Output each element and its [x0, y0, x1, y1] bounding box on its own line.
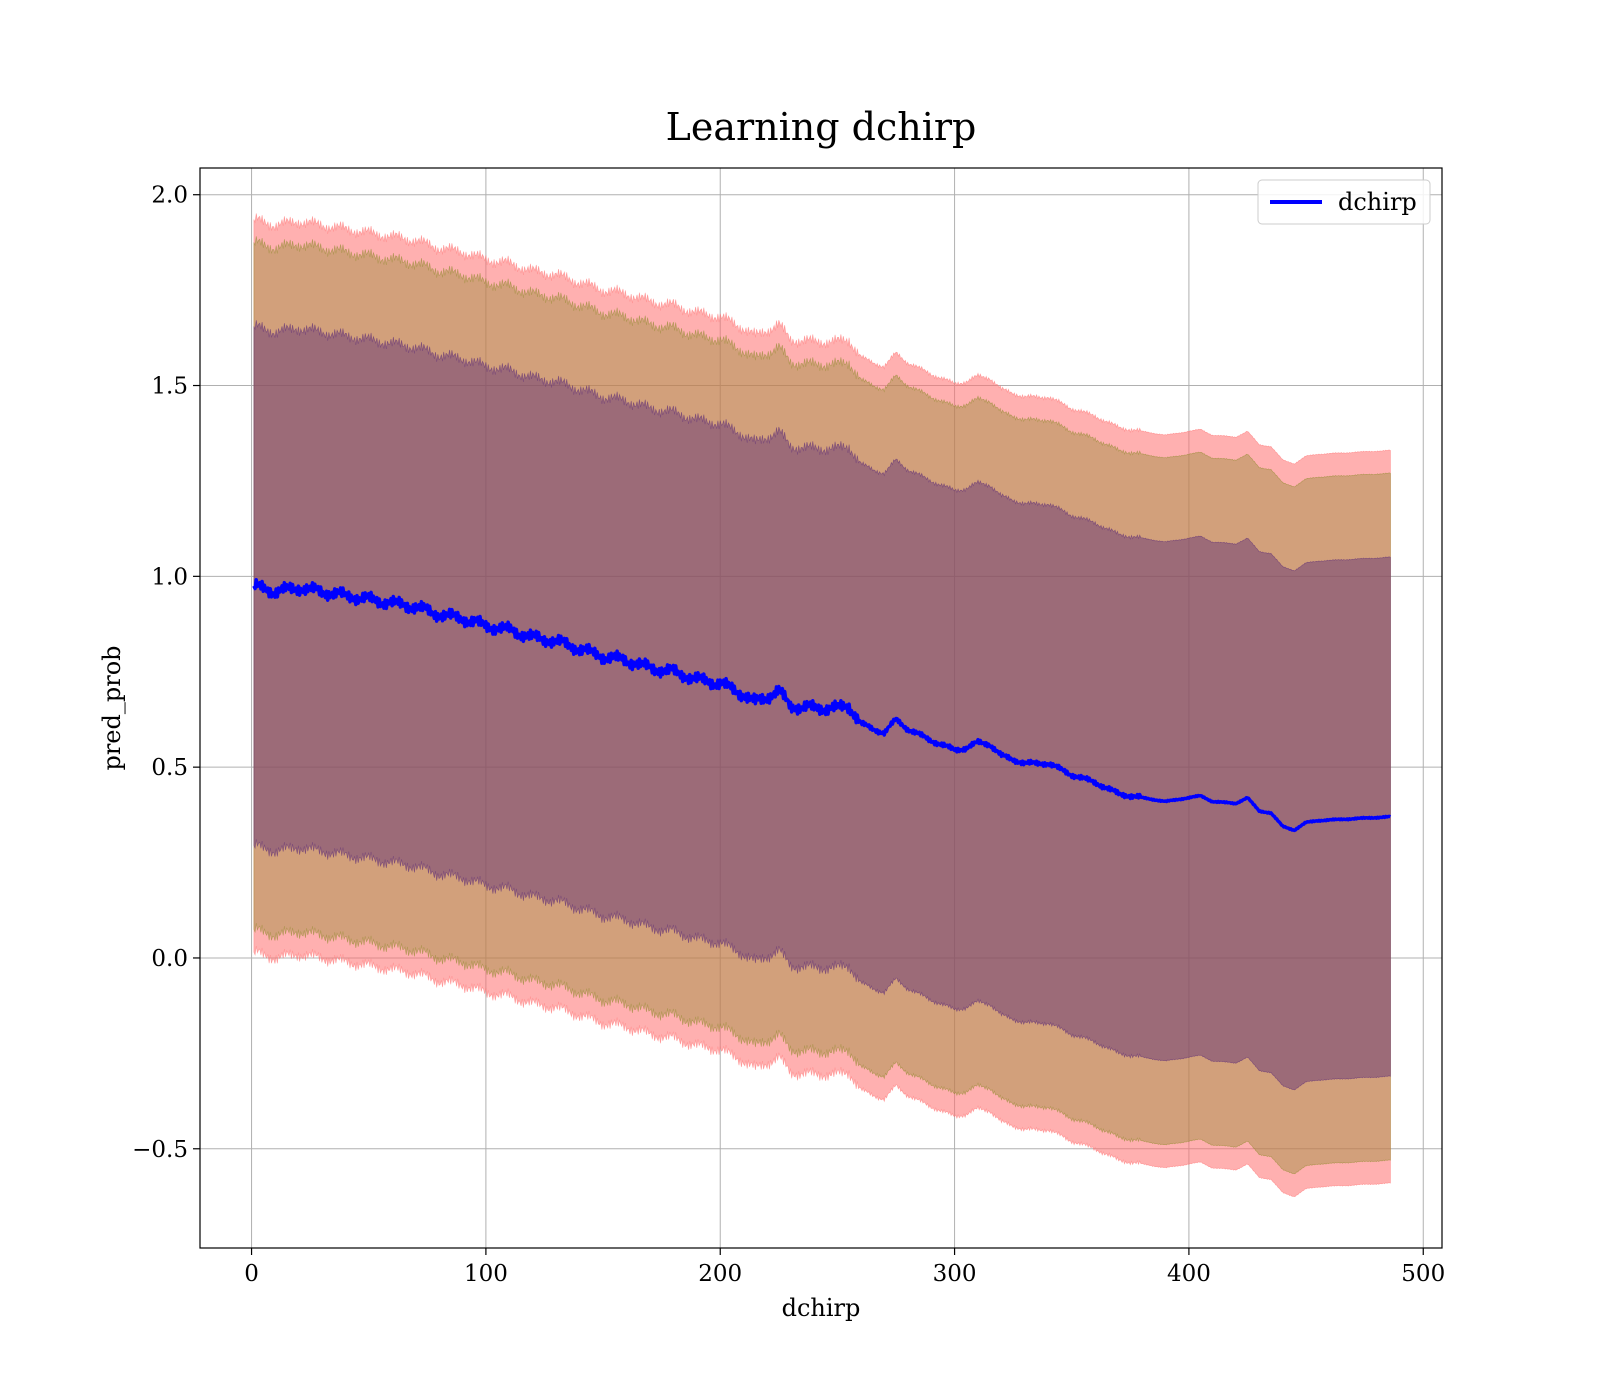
series-line-dchirp	[252, 577, 1392, 833]
legend-entry-dchirp: dchirp	[1338, 188, 1417, 216]
plot-frame	[199, 167, 1443, 1249]
x-tick-label: 100	[464, 1261, 508, 1287]
y-tick-label: 2.0	[151, 183, 188, 209]
y-axis-label: pred_prob	[98, 645, 126, 770]
x-tick-label: 500	[1401, 1261, 1445, 1287]
legend: dchirp	[1257, 179, 1431, 225]
y-axis: −0.5 0.0 0.5 1.0 1.5 2.0	[132, 183, 200, 1163]
x-axis: 0 100 200 300 400 500	[244, 1248, 1445, 1287]
y-tick-label: 1.0	[151, 564, 188, 590]
x-tick-label: 0	[244, 1261, 259, 1287]
x-axis-label: dchirp	[782, 1294, 861, 1322]
y-tick-label: 0.5	[151, 755, 188, 781]
x-tick-label: 200	[698, 1261, 742, 1287]
chart-title: Learning dchirp	[666, 105, 977, 149]
x-tick-label: 400	[1167, 1261, 1211, 1287]
y-tick-label: 0.0	[151, 946, 188, 972]
y-tick-label: −0.5	[132, 1137, 188, 1163]
series-lines	[252, 577, 1392, 833]
legend-box	[1257, 179, 1431, 225]
y-tick-label: 1.5	[151, 374, 188, 400]
x-tick-label: 300	[933, 1261, 977, 1287]
